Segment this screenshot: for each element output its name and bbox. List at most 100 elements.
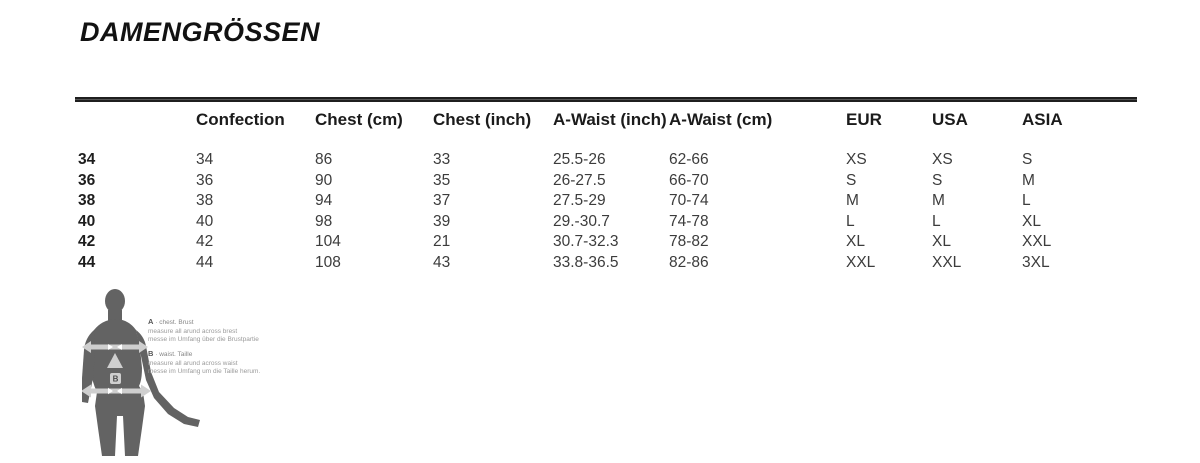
table-row: 40 40 98 39 29.-30.7 74-78 L L XL [75, 212, 1137, 233]
cell-size: 42 [78, 233, 96, 251]
cell-size: 40 [78, 212, 96, 230]
waist-band-chevron-left [108, 387, 113, 395]
legend-chest-marker: A [148, 317, 154, 326]
cell-confection: 38 [196, 192, 214, 210]
legend-chest-title: A · chest. Brust [148, 318, 348, 327]
column-header-chest-cm: Chest (cm) [315, 110, 403, 129]
cell-size: 44 [78, 253, 96, 271]
cell-waist-inch: 26-27.5 [553, 171, 606, 189]
legend-chest-line2: messe im Umfang über die Brustpartie [148, 335, 259, 343]
cell-waist-cm: 74-78 [669, 212, 709, 230]
cell-waist-cm: 62-66 [669, 151, 709, 168]
cell-chest-cm: 108 [315, 253, 341, 271]
cell-usa: XXL [932, 253, 962, 271]
cell-eur: S [846, 171, 857, 189]
chest-band-arrow [82, 341, 148, 353]
legend-waist-heading: · waist. Taille [155, 351, 193, 358]
cell-chest-cm: 94 [315, 192, 333, 210]
cell-eur: XS [846, 151, 867, 168]
cell-asia: L [1022, 192, 1031, 210]
figure-neck [108, 310, 122, 322]
cell-waist-inch: 25.5-26 [553, 151, 606, 168]
legend-waist-marker: B [148, 349, 154, 358]
cell-eur: XXL [846, 253, 876, 271]
cell-waist-cm: 82-86 [669, 253, 709, 271]
cell-usa: L [932, 212, 941, 230]
legend-chest-line1: measure all arund across brest [148, 327, 238, 335]
legend-chest-heading: · chest. Brust [155, 319, 194, 326]
column-header [75, 110, 196, 130]
legend-waist-line2: messe im Umfang um die Taille herum. [148, 367, 261, 375]
table-header-row: Confection Chest (cm) Chest (inch) A-Wai… [75, 110, 1137, 130]
column-header-eur: EUR [846, 110, 882, 129]
table-top-rule [75, 97, 1137, 102]
cell-asia: 3XL [1022, 253, 1050, 271]
cell-chest-inch: 39 [433, 212, 451, 230]
column-header-usa: USA [932, 110, 968, 129]
cell-asia: S [1022, 151, 1033, 168]
chest-band-chevron-right [117, 344, 122, 350]
column-header-chest-inch: Chest (inch) [433, 110, 532, 129]
cell-chest-cm: 86 [315, 151, 333, 168]
legend-waist: B · waist. Taille measure all arund acro… [148, 350, 348, 375]
cell-eur: L [846, 212, 855, 230]
table-row: 36 36 90 35 26-27.5 66-70 S S M [75, 171, 1137, 192]
page-title: DAMENGRÖSSEN [80, 17, 321, 47]
cell-chest-inch: 43 [433, 253, 451, 271]
column-header-waist-cm: A-Waist (cm) [669, 110, 773, 129]
cell-waist-inch: 27.5-29 [553, 192, 606, 210]
cell-size: 34 [78, 151, 96, 168]
chest-band-chevron-left [108, 344, 113, 350]
column-header-waist-inch: A-Waist (inch) [553, 110, 667, 129]
cell-chest-inch: 35 [433, 171, 451, 189]
cell-asia: M [1022, 171, 1035, 189]
figure-right-arm [136, 330, 200, 427]
table-row: 38 38 94 37 27.5-29 70-74 M M L [75, 191, 1137, 212]
column-header-confection: Confection [196, 110, 285, 129]
body-measurement-figure: B [82, 289, 200, 456]
cell-chest-inch: 33 [433, 151, 451, 168]
size-table: Confection Chest (cm) Chest (inch) A-Wai… [75, 97, 1137, 274]
cell-chest-cm: 104 [315, 233, 341, 251]
table-row: 42 42 104 21 30.7-32.3 78-82 XL XL XXL [75, 232, 1137, 253]
cell-waist-inch: 33.8-36.5 [553, 253, 619, 271]
table-body: 34 34 86 33 25.5-26 62-66 XS XS S 36 36 … [75, 150, 1137, 274]
waist-band-arrow [82, 384, 151, 398]
cell-usa: XS [932, 151, 953, 168]
cell-chest-cm: 90 [315, 171, 333, 189]
marker-b-label: B [113, 375, 119, 384]
column-header-asia: ASIA [1022, 110, 1063, 129]
cell-waist-inch: 29.-30.7 [553, 212, 610, 230]
cell-chest-inch: 37 [433, 192, 451, 210]
cell-size: 36 [78, 171, 96, 189]
legend-waist-line1: measure all arund across waist [148, 359, 238, 367]
cell-confection: 40 [196, 212, 214, 230]
cell-usa: XL [932, 233, 951, 251]
cell-confection: 36 [196, 171, 214, 189]
cell-waist-cm: 66-70 [669, 171, 709, 189]
cell-asia: XXL [1022, 233, 1052, 251]
cell-eur: XL [846, 233, 865, 251]
waist-band-chevron-right [117, 387, 122, 395]
cell-chest-cm: 98 [315, 212, 333, 230]
cell-asia: XL [1022, 212, 1041, 230]
cell-confection: 44 [196, 253, 214, 271]
legend-waist-title: B · waist. Taille [148, 350, 348, 359]
cell-confection: 42 [196, 233, 214, 251]
cell-waist-cm: 78-82 [669, 233, 709, 251]
figure-head [105, 289, 125, 313]
legend-chest: A · chest. Brust measure all arund acros… [148, 318, 348, 343]
marker-a-triangle [107, 353, 123, 368]
table-row: 44 44 108 43 33.8-36.5 82-86 XXL XXL 3XL [75, 253, 1137, 274]
cell-waist-inch: 30.7-32.3 [553, 233, 619, 251]
cell-usa: M [932, 192, 945, 210]
cell-eur: M [846, 192, 859, 210]
cell-waist-cm: 70-74 [669, 192, 709, 210]
table-row: 34 34 86 33 25.5-26 62-66 XS XS S [75, 150, 1137, 171]
marker-b-box [110, 373, 121, 384]
cell-chest-inch: 21 [433, 233, 451, 251]
figure-torso-legs [91, 319, 145, 456]
cell-usa: S [932, 171, 943, 189]
cell-size: 38 [78, 192, 96, 210]
